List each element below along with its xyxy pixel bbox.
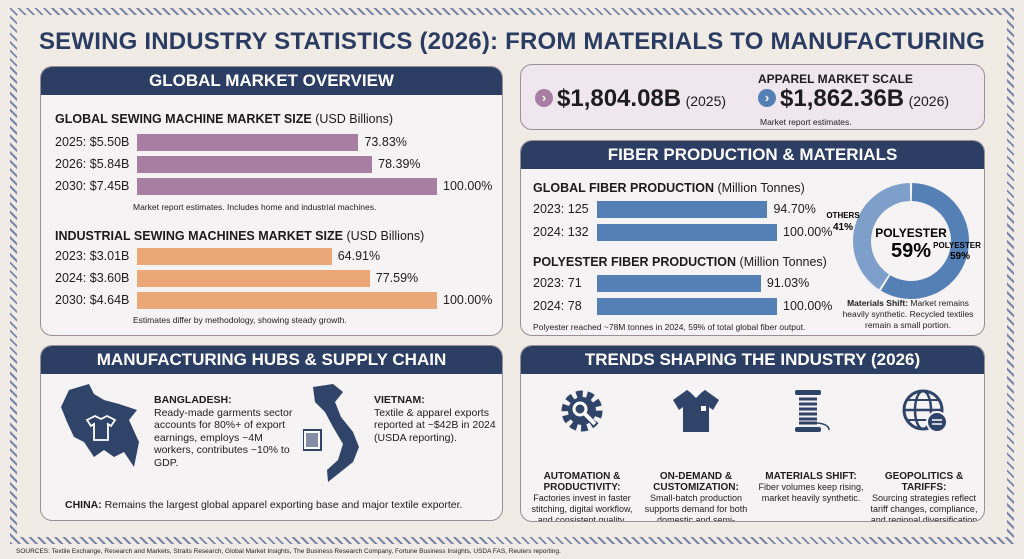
fiber-panel: FIBER PRODUCTION & MATERIALS GLOBAL FIBE… xyxy=(520,140,985,336)
panel-header: TRENDS SHAPING THE INDUSTRY (2026) xyxy=(521,346,984,374)
tshirt-icon xyxy=(85,414,117,441)
bar-value-label: 78.39% xyxy=(378,157,421,171)
panel-header: MANUFACTURING HUBS & SUPPLY CHAIN xyxy=(41,346,502,374)
bar-label: 2024: 132 xyxy=(533,225,589,239)
chart-title: GLOBAL SEWING MACHINE MARKET SIZE (USD B… xyxy=(55,112,393,126)
donut-label: 59% xyxy=(891,240,931,262)
bar-label: 2023: 125 xyxy=(533,202,589,216)
bar xyxy=(137,292,437,309)
apparel-market-panel: › $1,804.08B (2025) APPAREL MARKET SCALE … xyxy=(520,64,985,130)
hubs-panel: MANUFACTURING HUBS & SUPPLY CHAIN BANGLA… xyxy=(40,345,503,521)
trend-materials: MATERIALS SHIFT: Fiber volumes keep risin… xyxy=(758,471,864,503)
fiber-note: Polyester reached ~78M tonnes in 2024, 5… xyxy=(533,322,806,332)
bar xyxy=(137,248,332,265)
bar xyxy=(597,224,777,241)
bar-label: 2023: 71 xyxy=(533,276,582,290)
bar xyxy=(137,134,359,151)
bar xyxy=(137,178,437,195)
bar-label: 2024: $3.60B xyxy=(55,271,130,285)
chart-title: POLYESTER FIBER PRODUCTION (Million Tonn… xyxy=(533,255,827,269)
bar xyxy=(137,270,370,287)
apparel-2025: › $1,804.08B (2025) xyxy=(535,85,726,113)
donut-label: 59% xyxy=(950,251,970,262)
chart-note: Estimates differ by methodology, showing… xyxy=(133,315,347,325)
donut-slice-polyester xyxy=(880,183,969,299)
apparel-note: Market report estimates. xyxy=(760,117,852,127)
panel-header: FIBER PRODUCTION & MATERIALS xyxy=(521,141,984,169)
bar-value-label: 64.91% xyxy=(337,249,381,263)
vietnam-map-icon xyxy=(303,384,359,482)
apparel-2026: › $1,862.36B (2026) xyxy=(758,85,949,113)
chevron-right-icon: › xyxy=(535,89,553,107)
bar-value-label: 94.70% xyxy=(773,202,816,216)
page-title: SEWING INDUSTRY STATISTICS (2026): FROM … xyxy=(38,28,986,55)
chart-title: GLOBAL FIBER PRODUCTION (Million Tonnes) xyxy=(533,181,805,195)
donut-label: 41% xyxy=(833,222,853,233)
bar-value-label: 91.03% xyxy=(766,276,810,290)
donut-label: POLYESTER xyxy=(875,226,947,240)
bar-label: 2023: $3.01B xyxy=(55,249,130,263)
bar-label: 2030: $4.64B xyxy=(55,293,130,307)
trend-on-demand: ON-DEMAND & CUSTOMIZATION: Small-batch pr… xyxy=(644,471,748,522)
china-info: CHINA: Remains the largest global appare… xyxy=(65,499,463,511)
trend-automation: AUTOMATION & PRODUCTIVITY: Factories inve… xyxy=(531,471,633,522)
bar-label: 2026: $5.84B xyxy=(55,157,130,171)
trend-geopolitics: GEOPOLITICS & TARIFFS: Sourcing strategie… xyxy=(870,471,978,522)
bar xyxy=(137,156,373,173)
trends-panel: TRENDS SHAPING THE INDUSTRY (2026) AUTOM… xyxy=(520,345,985,522)
bar-label: 2030: $7.45B xyxy=(55,179,130,193)
donut-label: OTHERS xyxy=(826,211,860,220)
panel-header: GLOBAL MARKET OVERVIEW xyxy=(41,67,502,95)
vietnam-info: VIETNAM: Textile & apparel exports report… xyxy=(374,394,496,444)
bar-value-label: 100.00% xyxy=(783,299,833,313)
globe-exchange-icon xyxy=(902,389,948,433)
bar-label: 2025: $5.50B xyxy=(55,135,130,149)
donut-slice-others xyxy=(853,183,911,290)
sources-footer: SOURCES: Textile Exchange, Research and … xyxy=(16,548,561,555)
materials-shift-note: Materials Shift: Market remains heavily … xyxy=(842,298,974,330)
bar-value-label: 73.83% xyxy=(364,135,407,149)
apparel-title: APPAREL MARKET SCALE xyxy=(758,72,913,86)
gear-wrench-icon xyxy=(561,390,603,432)
bar xyxy=(597,201,768,218)
bar-value-label: 77.59% xyxy=(375,271,419,285)
bar xyxy=(597,275,761,292)
bar-label: 2024: 78 xyxy=(533,299,582,313)
bangladesh-map-icon xyxy=(61,384,139,467)
global-market-panel: GLOBAL MARKET OVERVIEW GLOBAL SEWING MAC… xyxy=(40,66,503,336)
donut-label: POLYESTER xyxy=(933,241,981,250)
chart-note: Market report estimates. Includes home a… xyxy=(133,202,377,212)
bar-value-label: 100.00% xyxy=(783,225,833,239)
bar xyxy=(597,298,777,315)
shirt-icon xyxy=(673,390,719,432)
chevron-right-icon: › xyxy=(758,89,776,107)
bangladesh-info: BANGLADESH: Ready-made garments sector ac… xyxy=(154,394,293,469)
bar-value-label: 100.00% xyxy=(443,179,493,193)
chart-title: INDUSTRIAL SEWING MACHINES MARKET SIZE (… xyxy=(55,229,425,243)
bar-value-label: 100.00% xyxy=(443,293,493,307)
thread-spool-icon xyxy=(795,390,830,432)
